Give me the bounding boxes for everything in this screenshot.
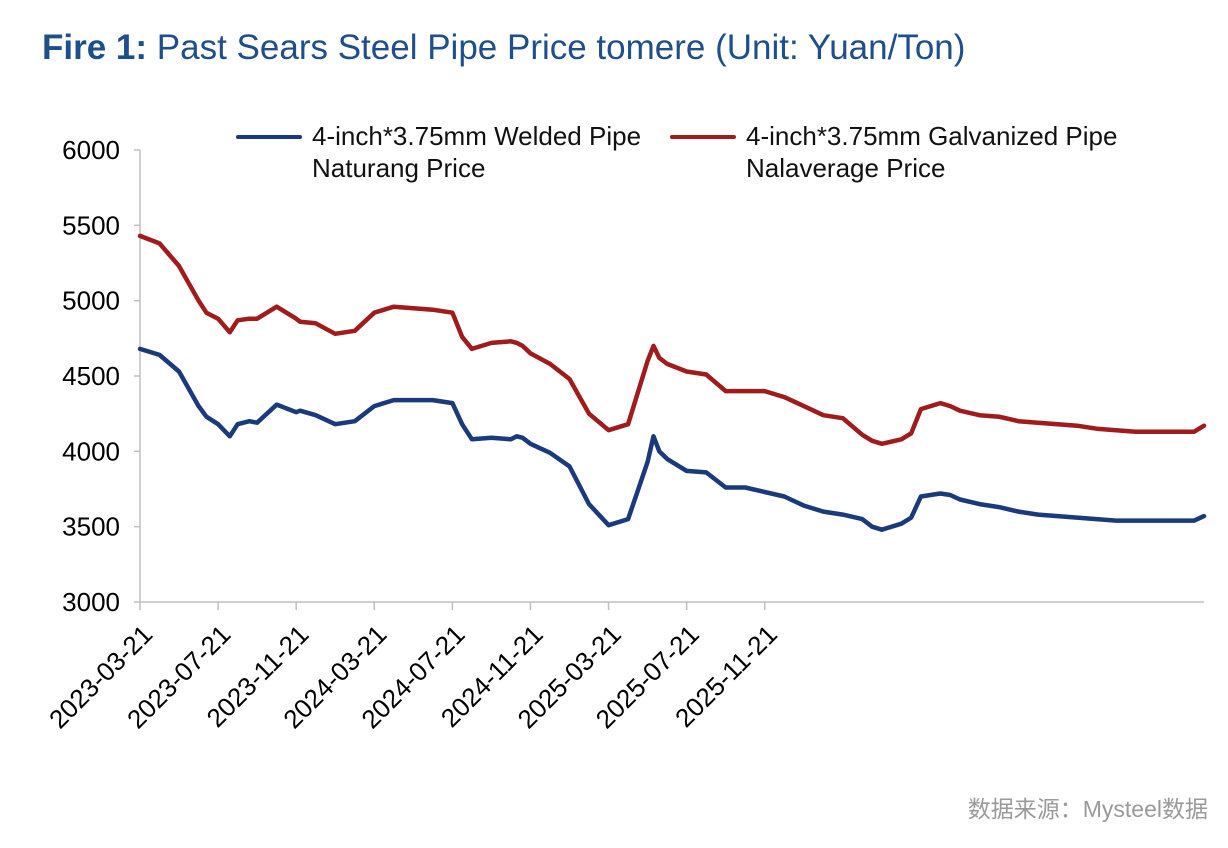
data-source-note: 数据来源：Mysteel数据 (967, 796, 1208, 822)
legend-label-galvanized-line2: Nalaverage Price (746, 153, 946, 183)
legend-label-welded-line2: Naturang Price (312, 153, 486, 183)
legend-label-welded-line1: 4-inch*3.75mm Welded Pipe (312, 121, 642, 151)
legend-item-galvanized: 4-inch*3.75mm Galvanized Pipe Nalaverage… (670, 120, 1117, 184)
chart-title-prefix: Fire 1: (42, 28, 148, 67)
legend-swatch-welded (236, 135, 302, 139)
chart-title-text: Past Sears Steel Pipe Price tomere (Unit… (156, 28, 966, 67)
y-tick-label: 6000 (62, 135, 120, 165)
legend-label-galvanized-line1: 4-inch*3.75mm Galvanized Pipe (746, 121, 1118, 151)
y-tick-label: 4000 (62, 436, 120, 466)
y-tick-label: 4500 (62, 361, 120, 391)
y-tick-label: 3500 (62, 512, 120, 542)
chart-title: Fire 1: Past Sears Steel Pipe Price tome… (42, 28, 965, 68)
legend-label-welded: 4-inch*3.75mm Welded Pipe Naturang Price (312, 120, 641, 184)
y-tick-label: 3000 (62, 587, 120, 617)
y-tick-label: 5500 (62, 210, 120, 240)
y-tick-label: 5000 (62, 286, 120, 316)
legend-label-galvanized: 4-inch*3.75mm Galvanized Pipe Nalaverage… (746, 120, 1117, 184)
legend-item-welded: 4-inch*3.75mm Welded Pipe Naturang Price (236, 120, 641, 184)
legend-swatch-galvanized (670, 135, 736, 139)
series-line-galvanized (137, 233, 1207, 447)
series-line-welded (137, 346, 1207, 532)
